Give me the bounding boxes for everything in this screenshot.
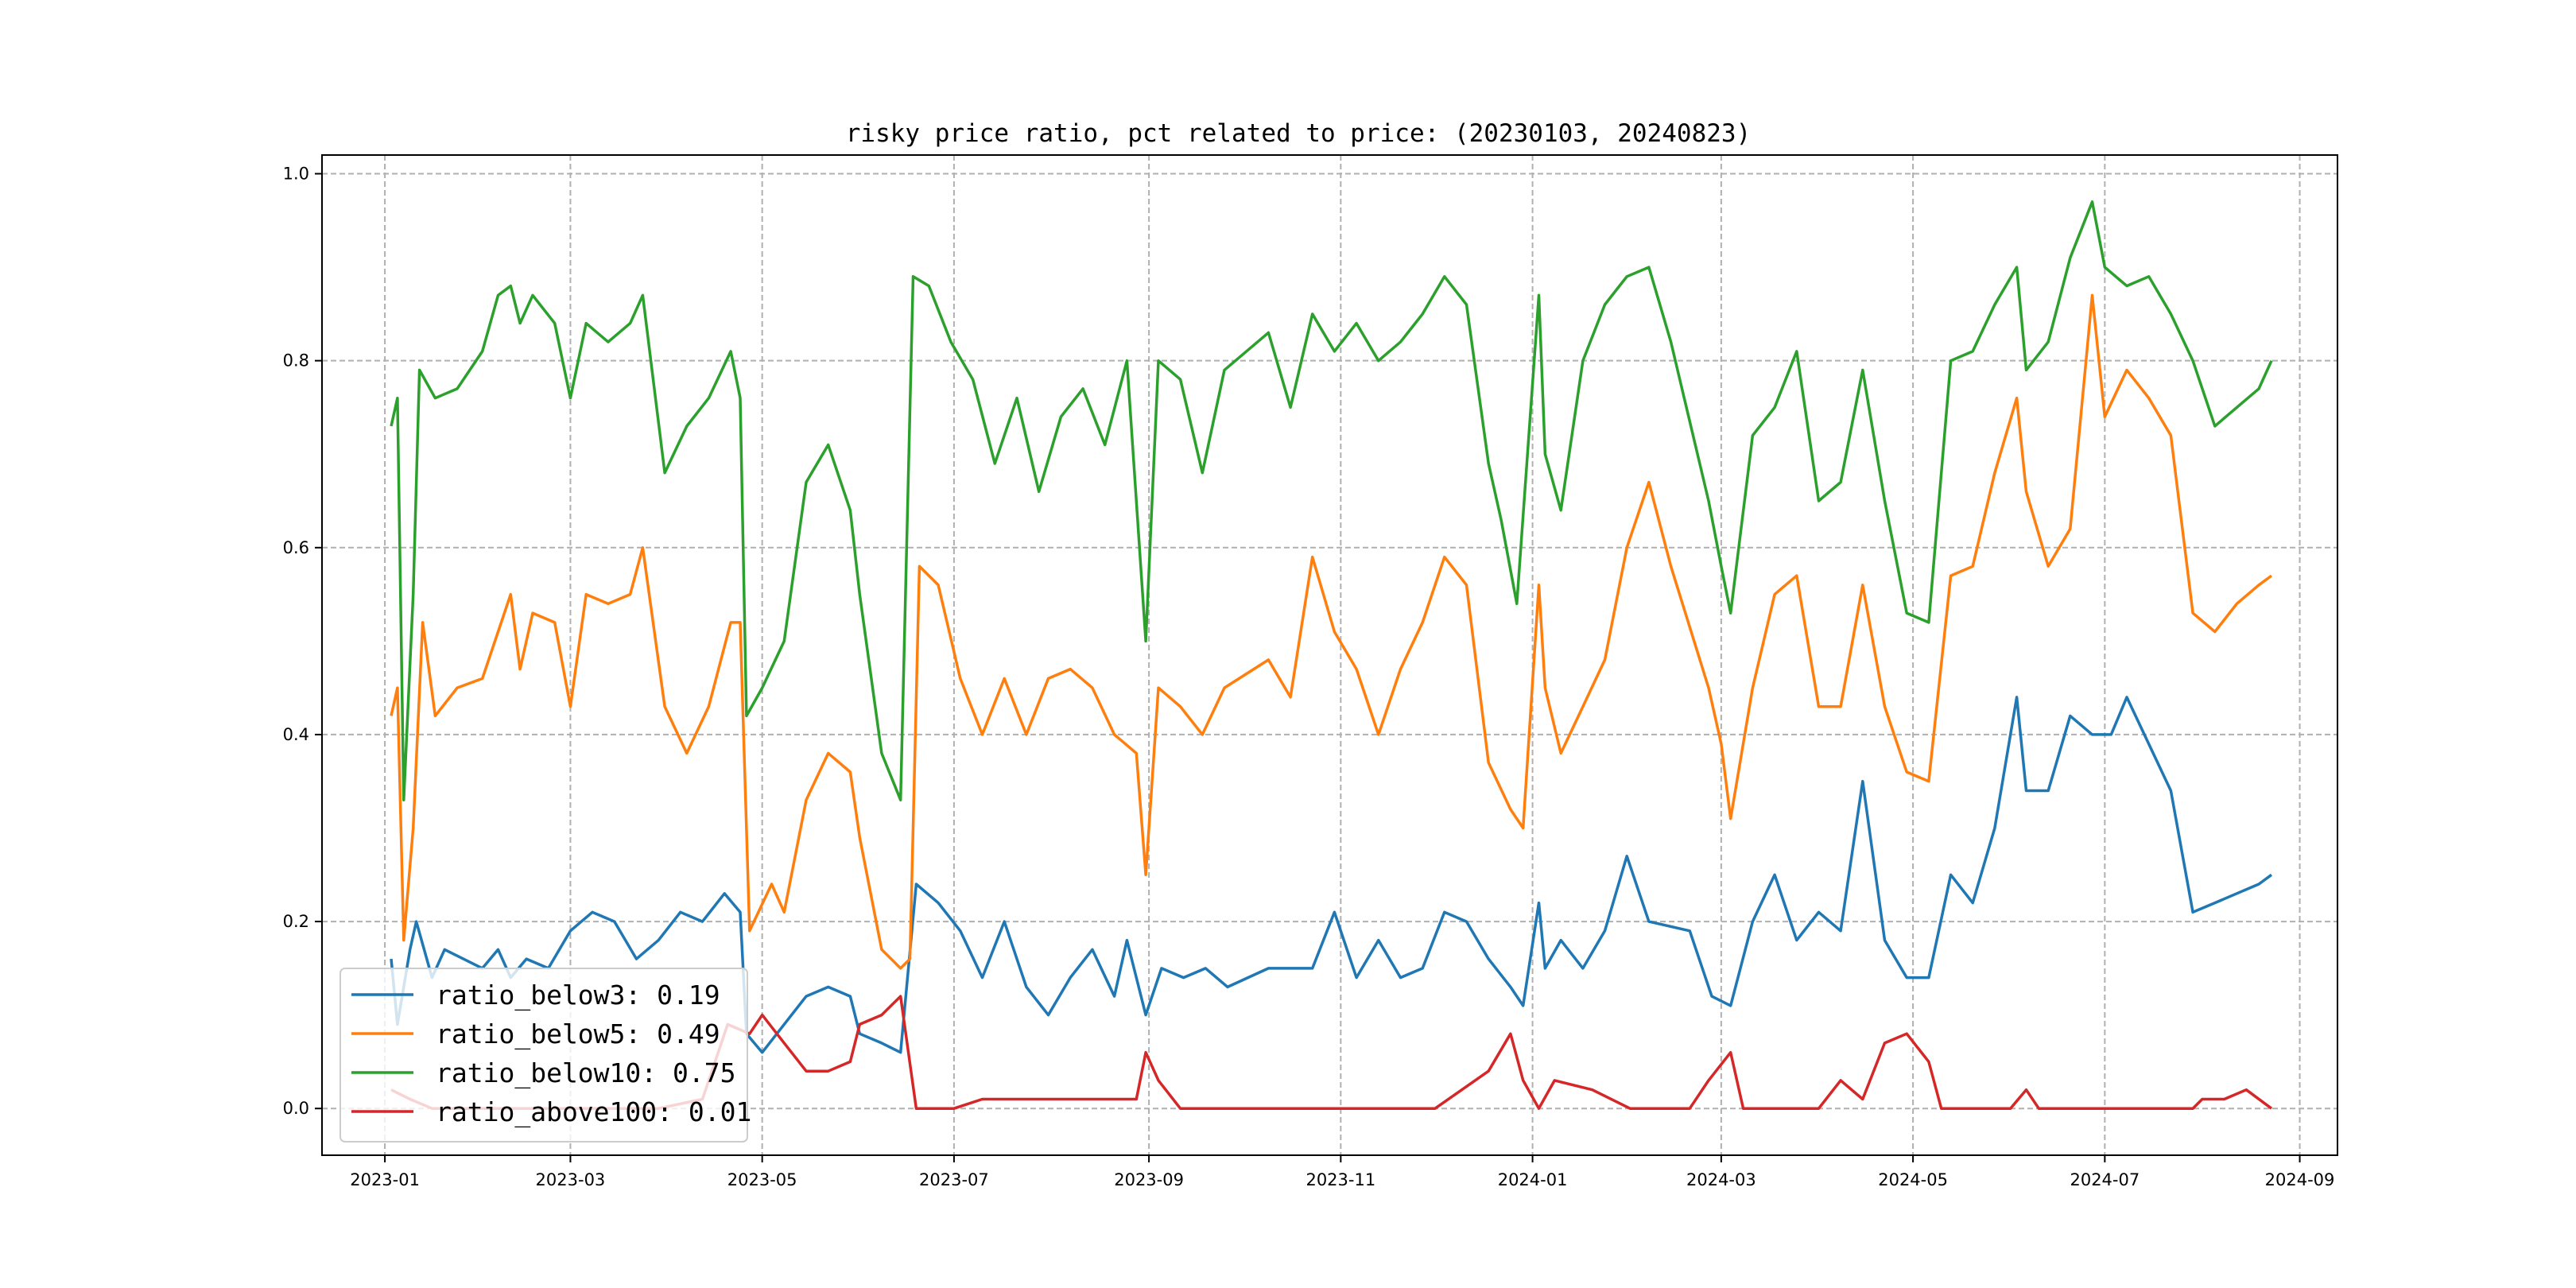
x-tick-label: 2023-03 [536,1170,606,1189]
x-tick-label: 2023-01 [350,1170,420,1189]
legend-label-ratio-above100: ratio_above100: 0.01 [436,1096,751,1128]
x-tick-label: 2024-01 [1498,1170,1568,1189]
y-tick-label: 0.8 [283,351,309,370]
y-tick-label: 0.0 [283,1099,309,1118]
x-tick-label: 2024-03 [1686,1170,1756,1189]
x-tick-label: 2023-09 [1114,1170,1184,1189]
x-tick-label: 2024-09 [2265,1170,2335,1189]
y-tick-label: 0.6 [283,538,309,557]
series-line-ratio-below5 [390,293,2273,970]
x-tick-label: 2023-07 [919,1170,989,1189]
x-tick-label: 2024-07 [2070,1170,2140,1189]
y-tick-label: 0.2 [283,912,309,931]
legend-label-ratio-below10: ratio_below10: 0.75 [436,1057,736,1089]
y-tick-label: 0.4 [283,725,309,744]
plot-area-frame [321,154,2338,1156]
y-tick-label: 1.0 [283,165,309,184]
series-lines [390,200,2273,1110]
x-tick-label: 2024-05 [1878,1170,1948,1189]
chart-title: risky price ratio, pct related to price:… [846,119,1751,148]
series-line-ratio-below10 [390,200,2273,801]
legend-label-ratio-below5: ratio_below5: 0.49 [436,1018,720,1050]
grid [322,155,2337,1155]
x-tick-label: 2023-11 [1305,1170,1375,1189]
legend: ratio_below3: 0.19 ratio_below5: 0.49 ra… [339,968,751,1143]
series-line-ratio-below3 [390,696,2273,1054]
series-line-ratio-above100 [390,995,2273,1110]
axes: 2023-01 2023-03 2023-05 2023-07 2023-09 2023-… [283,165,2335,1189]
legend-label-ratio-below3: ratio_below3: 0.19 [436,980,720,1011]
legend-frame [339,968,748,1143]
x-tick-label: 2023-05 [727,1170,797,1189]
